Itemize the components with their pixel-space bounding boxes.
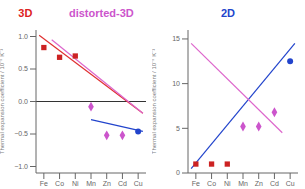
svg-text:10: 10 [172, 80, 180, 87]
svg-text:Ni: Ni [72, 180, 79, 187]
svg-text:0.5: 0.5 [18, 65, 28, 72]
svg-text:−0.5: −0.5 [14, 130, 28, 137]
html-text:2D: 2D [221, 7, 235, 19]
svg-text:Cd: Cd [118, 180, 127, 187]
svg-text:Cu: Cu [286, 180, 295, 187]
svg-text:5: 5 [176, 125, 180, 132]
svg-text:Co: Co [55, 180, 64, 187]
svg-text:Cu: Cu [134, 180, 143, 187]
svg-text:15: 15 [172, 35, 180, 42]
svg-text:0: 0 [176, 169, 180, 176]
svg-text:−1.0: −1.0 [14, 163, 28, 170]
svg-text:Mn: Mn [238, 180, 248, 187]
svg-text:Ni: Ni [224, 180, 231, 187]
svg-text:Cd: Cd [270, 180, 279, 187]
svg-text:Zn: Zn [103, 180, 111, 187]
svg-text:Thermal expansion coefficient: Thermal expansion coefficient / 10⁻⁵ K⁻¹ [152, 49, 157, 154]
html-text:3D: 3D [18, 7, 33, 19]
html-text:distorted-3D: distorted-3D [68, 7, 134, 19]
svg-text:Co: Co [207, 180, 216, 187]
svg-text:Fe: Fe [192, 180, 200, 187]
svg-text:0.0: 0.0 [18, 98, 28, 105]
svg-text:1.0: 1.0 [18, 33, 28, 40]
svg-text:Fe: Fe [40, 180, 48, 187]
svg-text:Zn: Zn [255, 180, 263, 187]
svg-text:Mn: Mn [86, 180, 96, 187]
